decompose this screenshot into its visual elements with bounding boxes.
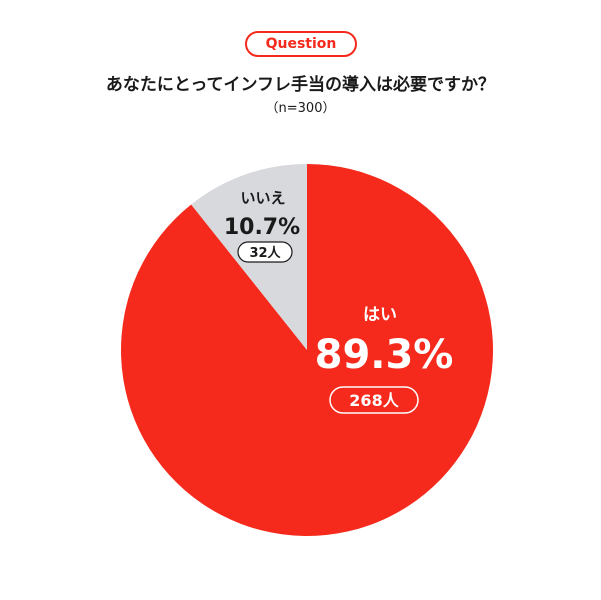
slice-count-yes: 268人 bbox=[349, 391, 399, 410]
slice-label-no: いいえ bbox=[240, 189, 285, 207]
sample-size: （n=300） bbox=[265, 101, 336, 116]
slice-percent-yes: 89.3% bbox=[315, 332, 454, 378]
chart-title: あなたにとってインフレ手当の導入は必要ですか？ bbox=[105, 75, 496, 95]
question-badge: Question bbox=[245, 31, 357, 57]
count-pill-no bbox=[237, 241, 293, 263]
count-pill-yes bbox=[329, 386, 419, 414]
slice-count-no: 32人 bbox=[249, 245, 281, 261]
slice-percent-no: 10.7% bbox=[224, 215, 300, 240]
slice-label-yes: はい bbox=[363, 305, 397, 325]
